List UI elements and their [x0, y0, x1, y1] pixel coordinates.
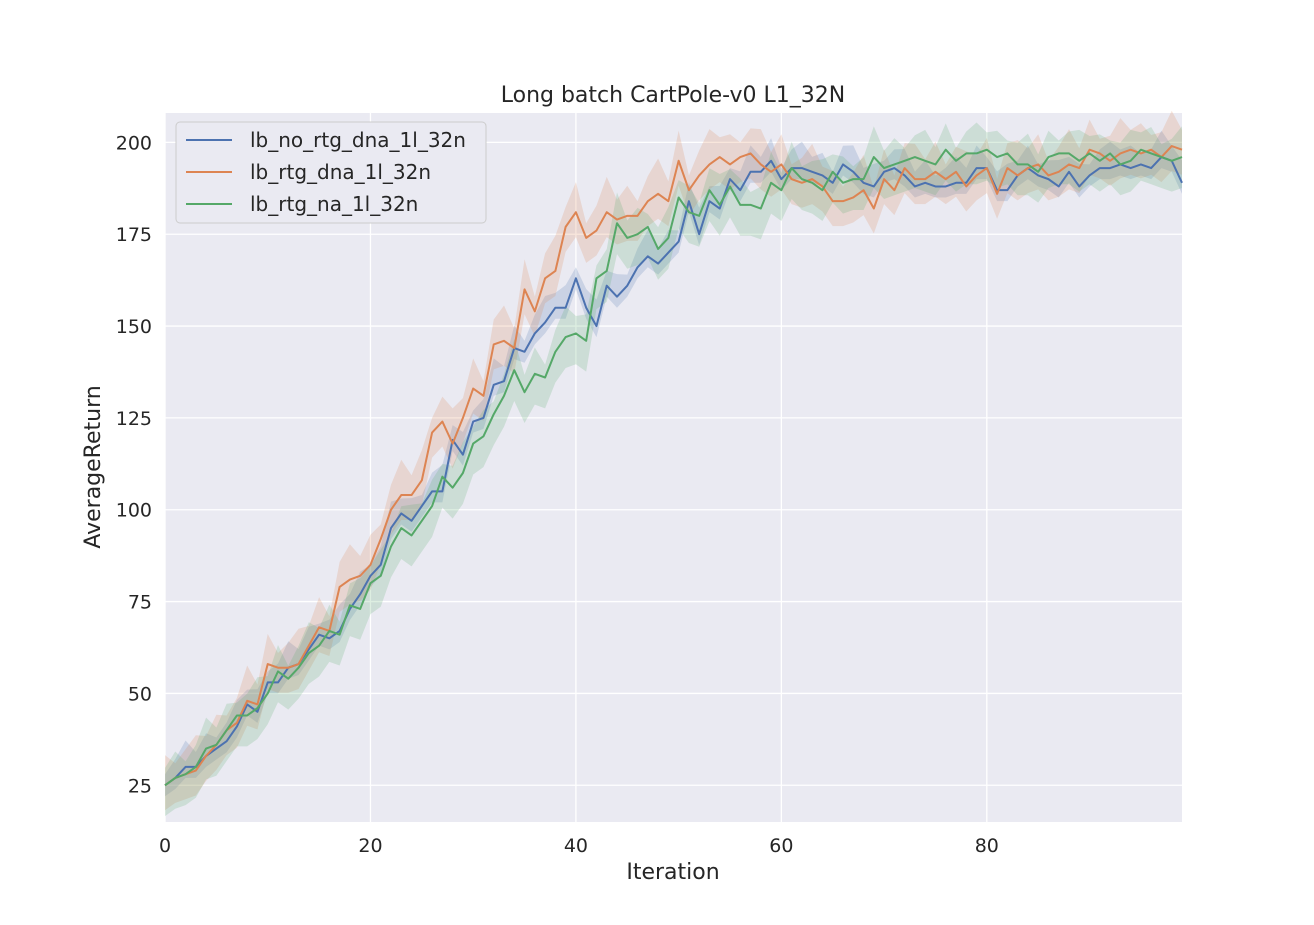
y-tick-label: 50 — [128, 683, 152, 705]
grid — [164, 113, 1182, 822]
y-axis-label: AverageReturn — [81, 385, 106, 548]
y-tick-labels: 25 50 75 100 125 150 175 200 — [116, 132, 152, 797]
y-tick-label: 150 — [116, 316, 152, 338]
y-tick-label: 125 — [116, 408, 152, 430]
y-tick-label: 175 — [116, 224, 152, 246]
plot-background — [165, 113, 1182, 822]
series-line-1 — [164, 145, 1183, 787]
series-line-0 — [164, 156, 1183, 787]
y-tick-label: 200 — [116, 132, 152, 154]
legend-label-lb-rtg-na: lb_rtg_na_1l_32n — [250, 192, 418, 216]
x-tick-labels: 0 20 40 60 80 — [159, 835, 999, 857]
x-tick-label: 60 — [769, 835, 793, 857]
chart-title: Long batch CartPole-v0 L1_32N — [501, 83, 846, 108]
series-lines — [164, 145, 1183, 787]
x-tick-label: 80 — [975, 835, 999, 857]
y-tick-label: 75 — [128, 592, 152, 614]
legend: lb_no_rtg_dna_1l_32n lb_rtg_dna_1l_32n l… — [175, 121, 487, 224]
band-1 — [165, 110, 1182, 811]
confidence-bands — [165, 110, 1182, 817]
y-tick-label: 25 — [128, 775, 152, 797]
series-line-2 — [164, 148, 1183, 787]
x-tick-label: 0 — [159, 835, 171, 857]
legend-label-lb-no-rtg-dna: lb_no_rtg_dna_1l_32n — [250, 128, 466, 152]
legend-label-lb-rtg-dna: lb_rtg_dna_1l_32n — [250, 160, 431, 184]
x-tick-label: 20 — [358, 835, 382, 857]
legend-frame — [175, 121, 487, 224]
x-tick-label: 40 — [564, 835, 588, 857]
y-tick-label: 100 — [116, 500, 152, 522]
x-axis-label: Iteration — [626, 860, 719, 885]
